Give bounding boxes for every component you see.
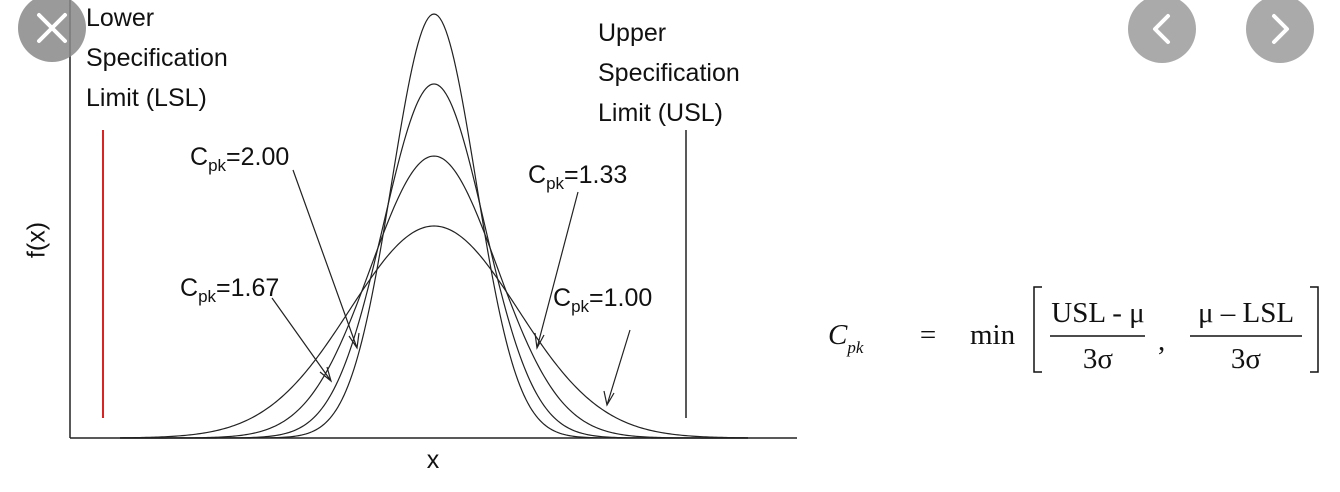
normal-curve	[120, 83, 748, 439]
formula-numerator: USL - μ	[1051, 297, 1144, 329]
formula-lhs: Cpk	[828, 319, 864, 357]
cpk-subscript: pk	[208, 156, 226, 175]
cpk-diagram: f(x) x Cpk = min USL - μ 3σ , μ – LSL 3σ…	[23, 0, 1319, 474]
cpk-equals: =	[226, 143, 241, 171]
lsl-label: Limit (LSL)	[86, 84, 207, 112]
prev-button[interactable]	[1128, 0, 1196, 63]
usl-label: Limit (USL)	[598, 99, 723, 127]
formula-equals: =	[920, 319, 936, 351]
normal-curve	[119, 225, 749, 439]
close-button-bg[interactable]	[18, 0, 86, 62]
lsl-label: Lower	[86, 4, 154, 32]
cpk-label: Cpk=1.00	[553, 284, 652, 316]
formula-denominator: 3σ	[1083, 343, 1114, 375]
formula-symbol: C	[828, 319, 848, 351]
normal-curve	[120, 155, 748, 439]
prev-button-bg[interactable]	[1128, 0, 1196, 63]
arrows	[271, 169, 631, 407]
cpk-subscript: pk	[198, 287, 216, 306]
cpk-label: Cpk=1.33	[528, 161, 627, 193]
cpk-equals: =	[216, 274, 231, 302]
arrow	[292, 169, 360, 350]
x-axis-label: x	[427, 446, 440, 474]
formula-separator: ,	[1158, 325, 1165, 357]
next-button[interactable]	[1246, 0, 1314, 63]
next-button-bg[interactable]	[1246, 0, 1314, 63]
cpk-subscript: pk	[571, 297, 589, 316]
usl-label: Specification	[598, 59, 740, 87]
cpk-symbol: C	[190, 143, 208, 171]
formula-numerator: μ – LSL	[1198, 297, 1294, 329]
cpk-equals: =	[589, 284, 604, 312]
lsl-label: Specification	[86, 44, 228, 72]
close-icon[interactable]	[37, 13, 67, 43]
prev-icon[interactable]	[1153, 14, 1170, 44]
arrow	[271, 297, 333, 383]
cpk-symbol: C	[180, 274, 198, 302]
arrow	[603, 329, 631, 407]
next-icon[interactable]	[1272, 14, 1289, 44]
cpk-value: 2.00	[241, 143, 290, 171]
cpk-label: Cpk=1.67	[180, 274, 279, 306]
close-button[interactable]	[18, 0, 86, 62]
right-bracket	[1310, 286, 1319, 373]
cpk-label: Cpk=2.00	[190, 143, 289, 175]
cpk-value: 1.67	[231, 274, 280, 302]
y-axis-label: f(x)	[23, 222, 51, 258]
cpk-symbol: C	[553, 284, 571, 312]
cpk-symbol: C	[528, 161, 546, 189]
left-bracket	[1033, 286, 1042, 373]
cpk-subscript: pk	[546, 174, 564, 193]
formula-operator: min	[970, 319, 1016, 351]
usl-label: Upper	[598, 19, 666, 47]
formula-denominator: 3σ	[1231, 343, 1262, 375]
arrow	[534, 191, 579, 350]
cpk-value: 1.33	[579, 161, 628, 189]
cpk-equals: =	[564, 161, 579, 189]
cpk-value: 1.00	[604, 284, 653, 312]
formula-subscript: pk	[846, 338, 864, 357]
